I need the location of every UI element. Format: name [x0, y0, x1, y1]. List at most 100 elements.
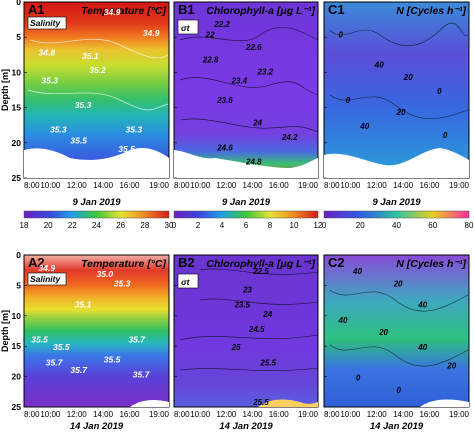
panel-title: N [Cycles h⁻¹]	[396, 5, 466, 17]
x-tick-label: 10:00	[190, 181, 211, 190]
x-tick-label: 19:00	[298, 410, 319, 419]
panel-b2: σt	[173, 254, 319, 408]
x-tick-label: 16:00	[269, 410, 290, 419]
colorbar-tick-label: 6	[244, 221, 249, 230]
contour-label: 0	[356, 374, 361, 383]
seafloor-mask	[258, 399, 318, 407]
y-tick-label: 5	[16, 280, 21, 290]
contour-label: 22.5	[252, 267, 269, 276]
contour-label: 35.1	[82, 51, 99, 61]
contour-label: 35.5	[118, 144, 135, 154]
salinity-badge	[27, 272, 67, 286]
contour-label: 25.5	[252, 398, 269, 407]
contour-label: 35.7	[46, 357, 64, 367]
seafloor-mask	[174, 150, 318, 178]
x-tick-label: 14:00	[393, 181, 414, 190]
y-axis-label: Depth [m]	[0, 310, 10, 352]
x-tick-label: 19:00	[449, 410, 470, 419]
contour-label: 34.9	[39, 263, 56, 273]
contour-label: 35.7	[133, 370, 151, 380]
contour-label: 24	[252, 119, 262, 128]
contour-label: 0	[437, 87, 442, 96]
date-label: 14 Jan 2019	[219, 421, 273, 432]
contour-label: 34.9	[143, 28, 160, 38]
contour-label: 40	[417, 343, 427, 352]
contour-label: 23.5	[233, 301, 250, 310]
colorbar-temperature	[23, 210, 170, 219]
x-tick-label: 8:00	[174, 410, 190, 419]
date-label: 14 Jan 2019	[70, 421, 124, 432]
contour-label: 35.3	[114, 278, 131, 288]
contour-label: 22	[205, 31, 215, 40]
contour-label: 20	[403, 73, 413, 82]
salinity-label: Salinity	[30, 18, 62, 28]
date-label: 9 Jan 2019	[372, 197, 421, 208]
y-tick-label: 0	[16, 0, 21, 7]
contour-label: 40	[374, 61, 384, 70]
contour-label: 35.7	[128, 335, 146, 345]
colorbar-tick-label: 2	[196, 221, 201, 230]
contour-line	[199, 268, 319, 275]
contour-line	[29, 38, 169, 59]
colorbar-tick-label: 18	[20, 221, 29, 230]
panel-label: A1	[28, 2, 45, 17]
colorbar-bar	[23, 210, 170, 219]
contour-label: 40	[338, 316, 348, 325]
contour-line	[27, 89, 169, 111]
contour-label: 34.8	[39, 47, 56, 57]
colorbar-tick-label: 20	[356, 221, 365, 230]
x-tick-label: 19:00	[298, 181, 319, 190]
contour-label: 35.3	[75, 100, 92, 110]
x-tick-label: 14:00	[243, 181, 264, 190]
x-tick-label: 16:00	[119, 181, 140, 190]
colorbar-tick-label: 10	[290, 221, 299, 230]
contour-label: 22.2	[213, 20, 230, 29]
colorbar-tick-label: 22	[68, 221, 77, 230]
contour-label: 34.9	[104, 7, 121, 17]
contour-label: 24.8	[245, 157, 262, 166]
contour-line	[329, 22, 469, 46]
y-tick-label: 10	[12, 311, 22, 321]
colorbar-tick-label: 28	[140, 221, 149, 230]
panel-label: A2	[28, 255, 45, 270]
contour-label: 35.0	[97, 269, 114, 279]
y-tick-label: 0	[16, 250, 21, 260]
x-tick-label: 12:00	[367, 181, 388, 190]
x-tick-label: 12:00	[216, 181, 237, 190]
colorbar-tick-label: 8	[268, 221, 273, 230]
colorbar-tick-label: 0	[172, 221, 177, 230]
contour-line	[179, 334, 319, 341]
y-tick-label: 15	[12, 341, 22, 351]
colorbar-bar	[173, 210, 319, 219]
date-label: 9 Jan 2019	[222, 197, 271, 208]
colorbar-tick-label: 12	[314, 221, 323, 230]
panel-title: Temperature [°C]	[81, 258, 166, 270]
contour-label: 24	[262, 310, 272, 319]
contour-label: 24.2	[281, 133, 298, 142]
x-tick-label: 8:00	[324, 410, 340, 419]
contour-label: 23.6	[216, 96, 233, 105]
contour-label: 25	[231, 343, 241, 352]
seafloor-mask	[324, 148, 469, 178]
x-tick-label: 8:00	[24, 410, 40, 419]
contour-label: 35.5	[31, 335, 48, 345]
contour-label: 40	[359, 122, 369, 131]
contour-label: 35.3	[50, 125, 67, 135]
panel-label: C1	[328, 2, 345, 17]
x-tick-label: 12:00	[367, 410, 388, 419]
panel-c1	[323, 1, 470, 179]
panel-c2	[323, 254, 470, 408]
colorbar-bar	[323, 210, 470, 219]
x-tick-label: 14:00	[393, 410, 414, 419]
seafloor-mask	[24, 147, 169, 178]
contour-line	[199, 298, 319, 305]
contour-label: 35.7	[70, 365, 88, 375]
seafloor-mask	[420, 399, 469, 407]
x-tick-label: 12:00	[216, 410, 237, 419]
contour-label: 40	[352, 267, 362, 276]
contour-label: 20	[446, 361, 456, 370]
y-tick-label: 25	[12, 402, 22, 412]
contour-line	[329, 94, 469, 120]
colorbar-tick-label: 4	[220, 221, 225, 230]
